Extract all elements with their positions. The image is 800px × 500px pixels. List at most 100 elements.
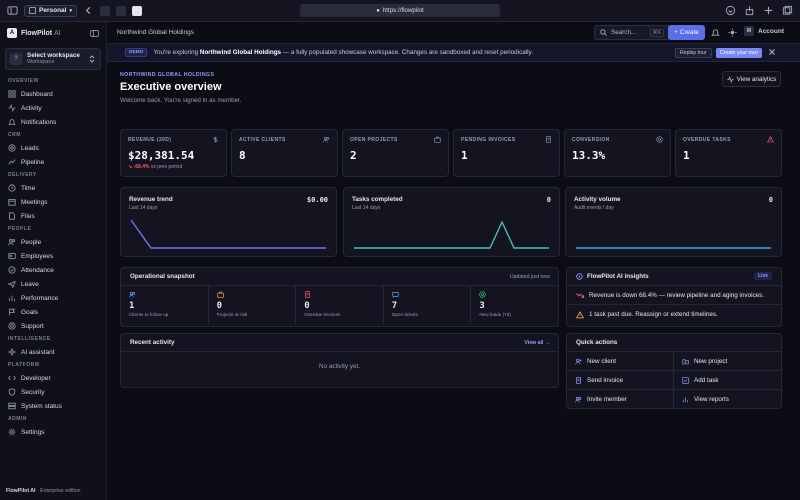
mini-chart-subtitle: Last 14 days [352,205,381,211]
sidebar-item-settings[interactable]: Settings [0,425,106,439]
tab-overview-icon[interactable] [782,5,793,16]
collapse-sidebar-icon[interactable] [90,29,99,38]
lock-icon: ● [376,7,380,14]
kpi-card-overdue-tasks[interactable]: OVERDUE TASKS 1 [675,129,782,177]
address-bar[interactable]: ● https://flowpilot [300,4,500,17]
mini-chart-value: $0.00 [306,196,328,204]
download-icon[interactable] [725,5,736,16]
account-label: Account [758,27,784,35]
kpi-value: 1 [461,149,468,162]
kpi-label: OVERDUE TASKS [683,137,731,143]
sidebar-section-label: INTELLIGENCE [8,336,51,342]
kpi-card-pending-invoices[interactable]: PENDING INVOICES 1 [453,129,560,177]
insight-item[interactable]: 1 task past due. Reassign or extend time… [567,305,781,324]
quick-actions-panel: Quick actions New client New project Send … [566,333,782,409]
new-client-button[interactable]: New client [567,352,674,371]
kpi-label: CONVERSION [572,137,610,143]
flag-icon [8,308,16,316]
trend-down-icon: ↘ [128,164,134,170]
warning-icon [767,136,774,143]
mini-chart-title: Activity volume [574,196,621,203]
sidebar-item-activity[interactable]: Activity [0,101,106,115]
new-project-button[interactable]: New project [674,352,781,371]
view-all-link[interactable]: View all → [524,339,550,346]
insight-item[interactable]: Revenue is down 68.4% — review pipeline … [567,286,781,305]
kpi-label: PENDING INVOICES [461,137,516,143]
replay-tour-button[interactable]: Replay tour [675,48,712,58]
demo-banner: DEMO You're exploring Northwind Global H… [107,44,800,62]
kpi-value: 1 [683,149,690,162]
sidebar-item-system-status[interactable]: System status [0,399,106,413]
sidebar-item-label: People [21,238,42,246]
back-icon[interactable] [83,5,94,16]
snapshot-cell-overdue-invoices[interactable]: 0 Overdue invoices [296,286,384,324]
account-menu[interactable]: M Account [744,26,784,36]
pipeline-icon [8,158,16,166]
view-analytics-button[interactable]: View analytics [722,71,781,87]
close-icon[interactable] [768,48,776,56]
briefcase-icon [216,291,224,298]
kpi-card-open-projects[interactable]: OPEN PROJECTS 2 [342,129,449,177]
sidebar-item-developer[interactable]: Developer [0,371,106,385]
mini-chart-value: 0 [546,196,551,204]
sidebar-item-label: Support [21,322,44,330]
create-button[interactable]: + Create [668,25,705,40]
send-invoice-button[interactable]: Send invoice [567,371,674,390]
snapshot-cell-open-tickets[interactable]: 7 Open tickets [384,286,472,324]
server-icon [8,402,16,410]
sidebar-item-pipeline[interactable]: Pipeline [0,155,106,169]
kpi-card-active-clients[interactable]: ACTIVE CLIENTS 8 [231,129,338,177]
kpi-delta-value: -68.4% [133,164,150,170]
sidebar-item-time[interactable]: Time [0,181,106,195]
sidebar-item-dashboard[interactable]: Dashboard [0,87,106,101]
share-icon[interactable] [744,5,755,16]
sidebar-item-notifications[interactable]: Notifications [0,115,106,129]
kpi-delta: ↘ -68.4% vs prev period [128,164,219,170]
code-icon [8,374,16,382]
new-tab-icon[interactable] [763,5,774,16]
profile-switcher[interactable]: Personal ▾ [24,4,77,17]
target-icon [8,144,16,152]
sidebar-item-leads[interactable]: Leads [0,141,106,155]
tab-thumbnail-2[interactable] [115,5,126,16]
user-plus-icon [575,358,582,365]
sidebar-item-security[interactable]: Security [0,385,106,399]
sidebar-item-support[interactable]: Support [0,319,106,333]
snapshot-cell-clients-to-follow-up[interactable]: 1 Clients to follow up [121,286,209,324]
warning-icon [576,310,584,319]
tab-thumbnail-1[interactable] [99,5,110,16]
sidebar-item-label: Meetings [21,198,48,206]
sidebar-item-files[interactable]: Files [0,209,106,223]
snapshot-cell-projects-at-risk[interactable]: 0 Projects at risk [209,286,297,324]
kpi-value: 13.3% [572,149,606,162]
sidebar-section-label: ADMIN [8,416,27,422]
create-your-own-button[interactable]: Create your own [716,48,763,58]
add-task-button[interactable]: Add task [674,371,781,390]
invite-member-button[interactable]: Invite member [567,390,674,409]
sidebar-item-meetings[interactable]: Meetings [0,195,106,209]
ai-insights-panel: FlowPilot AI insights Live Revenue is do… [566,267,782,327]
workspace-title: Select workspace [27,52,80,59]
sidebar-toggle-icon[interactable] [7,5,18,16]
ticket-icon [392,291,399,298]
profile-icon [29,7,36,14]
sidebar-item-label: Leave [21,280,39,288]
bell-icon[interactable] [711,28,720,37]
sidebar-item-label: Developer [21,374,51,382]
kpi-card-conversion[interactable]: CONVERSION 13.3% [564,129,671,177]
brand[interactable]: A FlowPilot AI [0,22,106,44]
snapshot-cell-new-leads-7d[interactable]: 3 New leads (7d) [471,286,558,324]
tab-thumbnail-3[interactable] [131,5,142,16]
sidebar-item-attendance[interactable]: Attendance [0,263,106,277]
sidebar-item-ai-assistant[interactable]: AI assistant [0,345,106,359]
search-input[interactable]: Search... ⌘K [594,25,670,40]
sidebar-item-leave[interactable]: Leave [0,277,106,291]
kpi-card-revenue-30d[interactable]: REVENUE (30D) $28,381.54 ↘ -68.4% vs prev … [120,129,227,177]
view-reports-button[interactable]: View reports [674,390,781,409]
workspace-selector[interactable]: ? Select workspace Workspace [5,48,101,70]
sidebar-item-goals[interactable]: Goals [0,305,106,319]
sidebar-item-people[interactable]: People [0,235,106,249]
sidebar-item-employees[interactable]: Employees [0,249,106,263]
theme-toggle-icon[interactable] [728,28,737,37]
sidebar-item-performance[interactable]: Performance [0,291,106,305]
